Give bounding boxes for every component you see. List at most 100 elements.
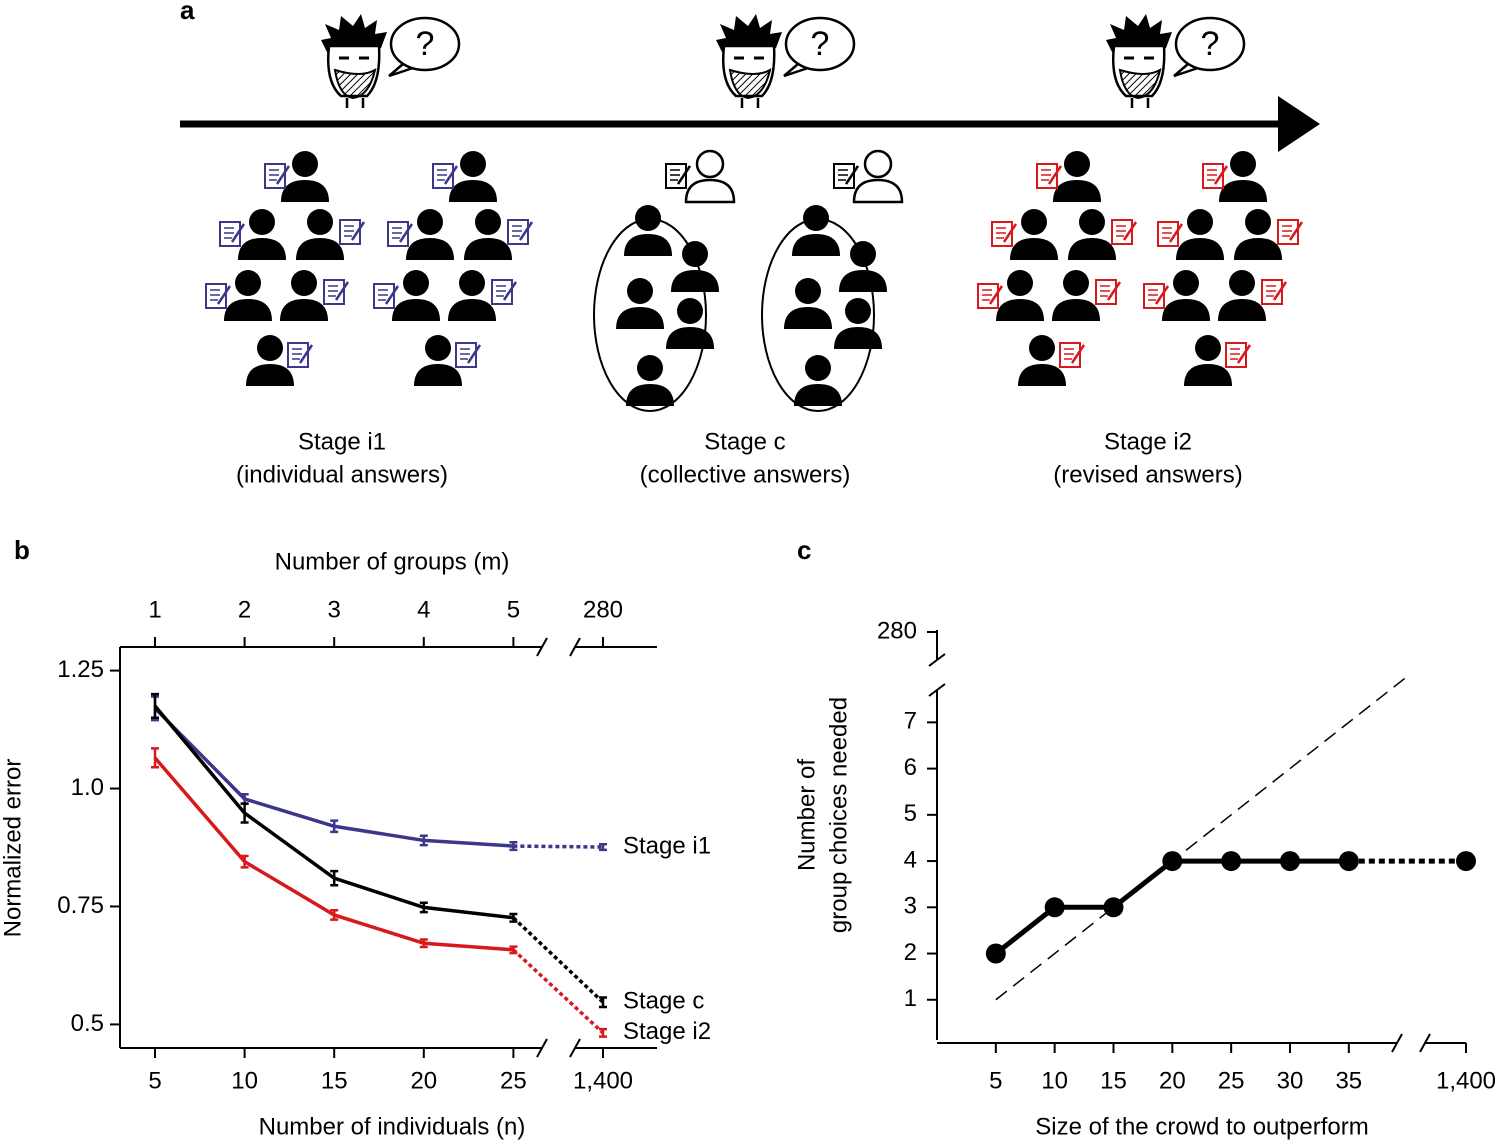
note-lines (1148, 289, 1158, 301)
x-tick-label: 35 (1335, 1067, 1362, 1094)
y-axis-title: group choices needed (825, 697, 852, 933)
person-head (1229, 270, 1255, 296)
axis-break (536, 637, 581, 657)
series-label: Stage i1 (623, 832, 711, 859)
hair (1106, 14, 1172, 52)
x2-tick-label: 280 (583, 596, 623, 623)
person-head (850, 241, 876, 267)
series-label: Stage i2 (623, 1018, 711, 1045)
person-head (845, 298, 871, 324)
note-lines (996, 227, 1006, 239)
stage-description: (revised answers) (1053, 461, 1242, 488)
person-head (257, 335, 283, 361)
axis-break (1391, 1033, 1431, 1053)
person-head (291, 270, 317, 296)
person-head (403, 270, 429, 296)
y-tick-label: 4 (904, 846, 917, 873)
neck (1130, 98, 1150, 108)
note-pencil (466, 344, 482, 364)
beard (1118, 67, 1162, 100)
person-head (249, 209, 275, 235)
person-body (280, 299, 328, 321)
data-point (985, 943, 1006, 964)
person-body (246, 364, 294, 386)
person-head (417, 209, 443, 235)
note-lines (1266, 285, 1276, 297)
error-bar (419, 938, 428, 949)
speech-bubble (389, 16, 461, 72)
y-tick-label: 1 (904, 985, 917, 1012)
error-bar (599, 842, 607, 852)
speech-bubble (784, 16, 856, 72)
question-mark: ? (416, 25, 435, 63)
person-body (1176, 238, 1224, 260)
error-bar (330, 819, 339, 834)
note-pencil (1272, 281, 1288, 301)
y-axis-title: Number of (793, 759, 820, 871)
person-body (616, 307, 664, 329)
error-bar (151, 747, 159, 769)
person-head (460, 151, 486, 177)
note-pencil (518, 221, 534, 241)
data-point (1221, 851, 1242, 872)
x-tick-label: 25 (500, 1067, 527, 1094)
note-lines (1041, 169, 1051, 181)
person-head (425, 335, 451, 361)
person-body (1018, 364, 1066, 386)
error-bar (419, 901, 428, 914)
reference-line (995, 675, 1409, 1001)
person-body (671, 270, 719, 292)
person-head (1173, 270, 1199, 296)
note-lines (269, 169, 279, 181)
person-head (695, 149, 725, 179)
x2-tick-label: 1 (148, 596, 161, 623)
person-head (635, 205, 661, 231)
person-body (449, 180, 497, 202)
hair (716, 14, 782, 52)
y-axis-title: Normalized error (0, 759, 26, 938)
y-tick-label: 1.25 (57, 656, 104, 683)
person-body (406, 238, 454, 260)
note-lines (1116, 225, 1126, 237)
note-pencil (988, 285, 1004, 305)
x2-axis-title: Number of groups (m) (275, 548, 510, 575)
data-point (1456, 851, 1476, 872)
note-lines (224, 227, 234, 239)
question-mark: ? (1201, 25, 1220, 63)
x2-tick-label: 3 (328, 596, 341, 623)
data-point (1103, 897, 1124, 918)
data-point (1279, 851, 1300, 872)
panel-label: c (797, 535, 811, 565)
person-body (996, 299, 1044, 321)
note-pencil (216, 285, 232, 305)
person-body (784, 307, 832, 329)
person-head (459, 270, 485, 296)
person-head (682, 241, 708, 267)
note-pencil (1122, 221, 1138, 241)
note-lines (670, 169, 680, 181)
note-pencil (1047, 165, 1063, 185)
note-pencil (1168, 223, 1184, 243)
x-axis-title: Number of individuals (n) (259, 1113, 526, 1140)
y-tick-label: 0.75 (57, 892, 104, 919)
x-tick-label: 1,400 (573, 1067, 633, 1094)
note-pencil (1070, 344, 1086, 364)
person-body (281, 180, 329, 202)
neck (345, 98, 365, 108)
note-lines (1207, 169, 1217, 181)
note-pencil (230, 223, 246, 243)
y-tick-label: 3 (904, 893, 917, 920)
face-icon (321, 14, 387, 108)
person-body (794, 384, 842, 406)
person-body (1218, 299, 1266, 321)
person-body (1162, 299, 1210, 321)
axis-break (536, 1038, 581, 1058)
person-body (1219, 180, 1267, 202)
note-lines (378, 289, 388, 301)
x-tick-label: 25 (1218, 1067, 1245, 1094)
axis-break (928, 653, 946, 697)
person-body (1052, 299, 1100, 321)
error-bar (330, 908, 339, 921)
note-pencil (334, 281, 350, 301)
person-body (1184, 364, 1232, 386)
